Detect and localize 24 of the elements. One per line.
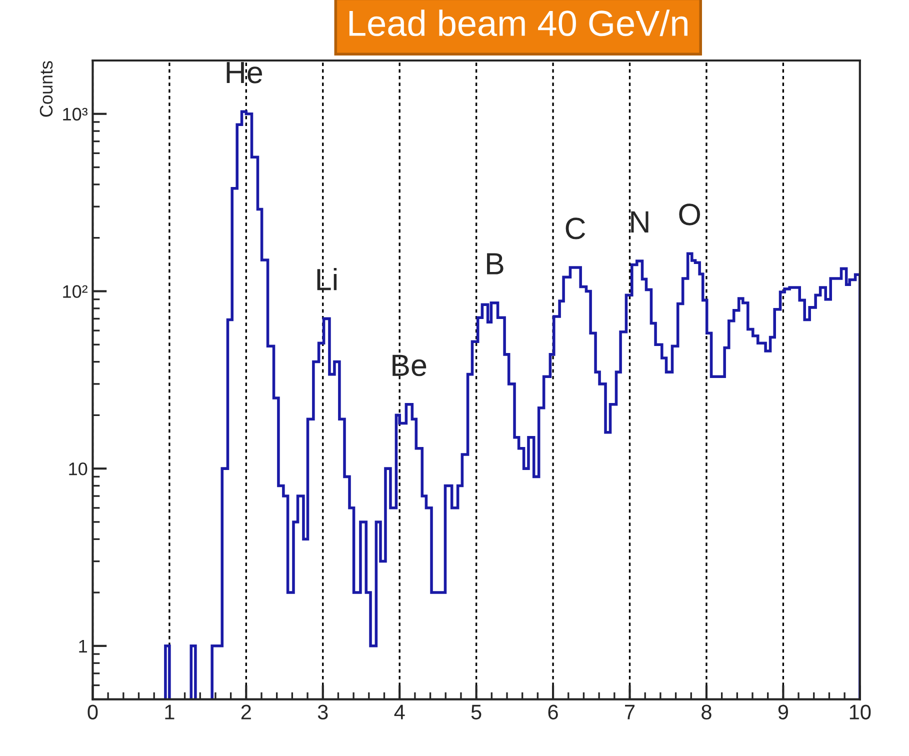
x-tick-label: 3	[318, 704, 328, 720]
y-tick-label: 10	[69, 462, 88, 476]
annotation: Be	[392, 354, 426, 376]
x-tick-label: 6	[548, 704, 558, 720]
x-tick-label: 2	[241, 704, 251, 720]
x-tick-label: 0	[88, 704, 98, 720]
x-tick-label: 7	[625, 704, 635, 720]
annotation: He	[226, 62, 262, 84]
annotation: O	[679, 204, 700, 226]
x-tick-label: 9	[778, 704, 788, 720]
x-tick-label: 8	[702, 704, 712, 720]
x-tick-label: 5	[471, 704, 482, 720]
annotation: Li	[317, 268, 337, 290]
y-tick-label: 1	[79, 640, 87, 652]
annotation: C	[566, 218, 586, 240]
x-tick-label: 1	[165, 704, 174, 720]
annotation: B	[487, 253, 504, 274]
chart-title: Lead beam 40 GeV/n	[349, 10, 688, 36]
annotation: N	[631, 211, 648, 232]
y-tick-label: 10²	[63, 285, 88, 298]
y-tick-label: 10³	[63, 108, 88, 121]
x-tick-label: 4	[394, 704, 405, 720]
y-axis-title: Counts	[40, 61, 53, 117]
x-tick-label: 10	[850, 704, 871, 720]
